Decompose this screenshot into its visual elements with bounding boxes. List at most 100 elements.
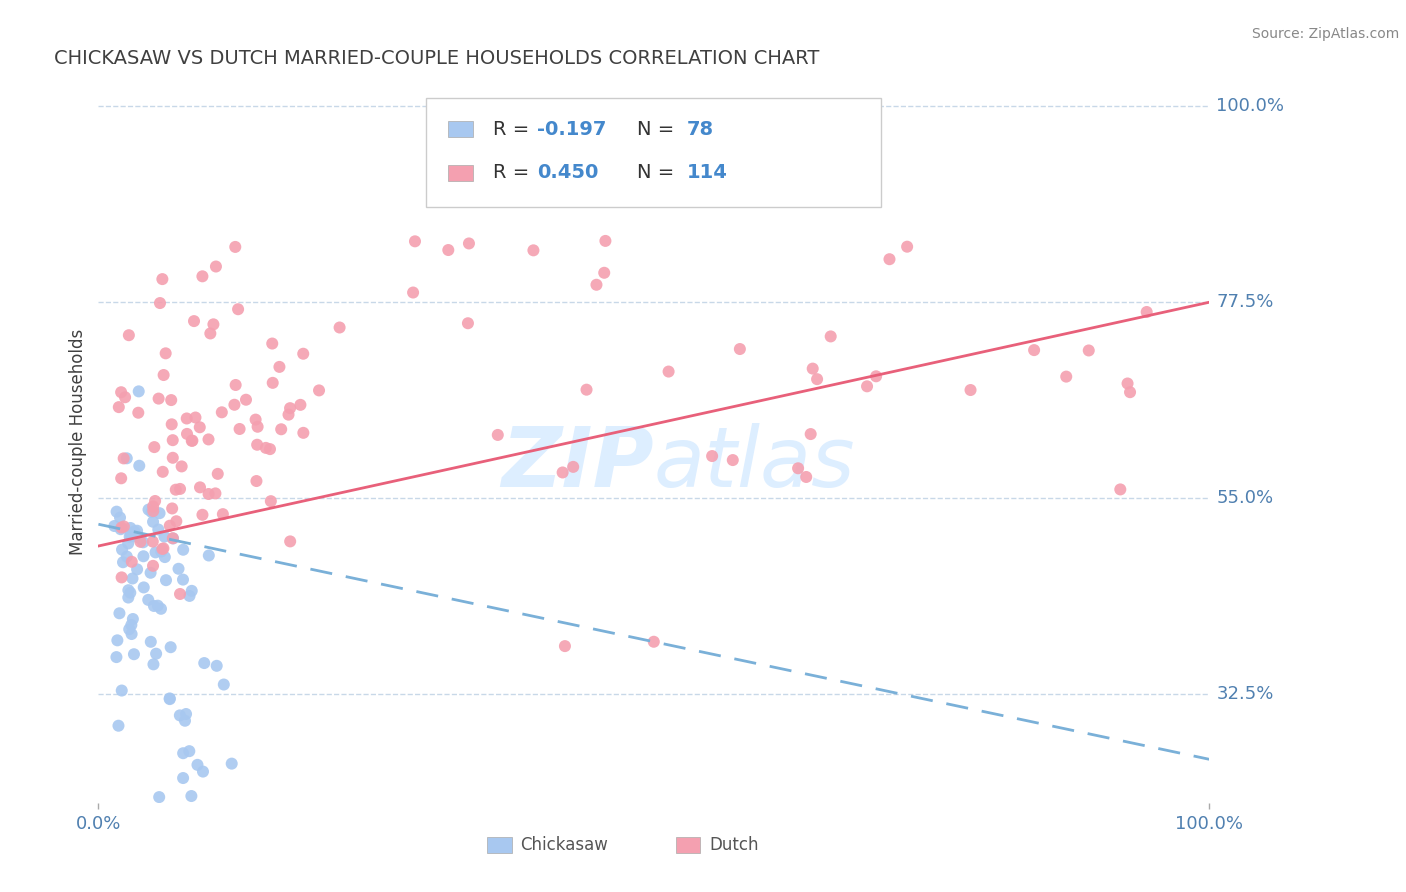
Point xyxy=(188,420,211,434)
Point xyxy=(165,514,187,528)
Point xyxy=(211,405,233,419)
Point xyxy=(110,520,132,534)
Point xyxy=(562,459,585,474)
Point xyxy=(179,744,201,758)
Point xyxy=(142,657,165,672)
Point xyxy=(585,277,607,292)
Point xyxy=(806,372,828,386)
Point xyxy=(125,530,148,544)
Point xyxy=(308,384,330,398)
Text: 100.0%: 100.0% xyxy=(1216,97,1284,115)
Point xyxy=(145,545,167,559)
Point xyxy=(142,500,165,514)
Point xyxy=(176,411,198,425)
Point xyxy=(155,346,177,360)
Point xyxy=(260,494,283,508)
Point xyxy=(132,549,155,564)
Point xyxy=(278,534,301,549)
Point xyxy=(142,515,165,529)
Point xyxy=(1077,343,1099,358)
Point xyxy=(143,494,166,508)
Point xyxy=(197,433,219,447)
Text: 32.5%: 32.5% xyxy=(1216,685,1274,703)
Point xyxy=(787,461,810,475)
Point xyxy=(117,583,139,598)
Point xyxy=(856,379,879,393)
Point xyxy=(159,640,181,655)
Point xyxy=(148,790,170,805)
Point xyxy=(162,531,184,545)
Point xyxy=(593,266,616,280)
Point xyxy=(437,243,460,257)
Point xyxy=(205,260,228,274)
Point xyxy=(186,757,208,772)
Point xyxy=(112,451,135,466)
Point xyxy=(159,692,181,706)
Point xyxy=(108,400,131,414)
Point xyxy=(110,385,132,400)
Text: 55.0%: 55.0% xyxy=(1216,489,1274,508)
Point xyxy=(262,376,284,390)
Point xyxy=(162,433,184,447)
Point xyxy=(180,434,202,448)
Point xyxy=(179,589,201,603)
Point xyxy=(105,505,128,519)
Point xyxy=(111,683,134,698)
Point xyxy=(643,634,665,648)
Point xyxy=(120,585,142,599)
Point xyxy=(191,508,214,522)
Point xyxy=(278,401,301,416)
Point xyxy=(184,410,207,425)
Point xyxy=(117,536,139,550)
Point xyxy=(148,523,170,537)
Point xyxy=(1116,376,1139,391)
Point xyxy=(152,465,174,479)
Point xyxy=(167,562,190,576)
Point xyxy=(700,449,723,463)
Point xyxy=(180,583,202,598)
Point xyxy=(458,236,481,251)
Point xyxy=(183,314,205,328)
Point xyxy=(207,467,229,481)
Point xyxy=(153,530,176,544)
Point xyxy=(212,507,235,521)
Point xyxy=(148,392,170,406)
Point xyxy=(122,612,145,626)
Point xyxy=(120,521,142,535)
Point xyxy=(254,441,277,455)
Point xyxy=(162,532,184,546)
Point xyxy=(820,329,842,343)
Point xyxy=(111,542,134,557)
Point xyxy=(103,519,125,533)
Point xyxy=(150,541,173,556)
Point xyxy=(277,408,299,422)
FancyBboxPatch shape xyxy=(676,838,700,854)
Point xyxy=(197,487,219,501)
Point xyxy=(1054,369,1077,384)
Point xyxy=(110,570,132,584)
Point xyxy=(269,359,291,374)
Point xyxy=(111,555,134,569)
Point xyxy=(174,714,197,728)
Point xyxy=(575,383,598,397)
Point xyxy=(117,591,139,605)
Point xyxy=(226,302,249,317)
Point xyxy=(142,599,165,613)
Point xyxy=(172,746,194,760)
Point xyxy=(145,647,167,661)
Point xyxy=(141,505,163,519)
Point xyxy=(142,558,165,573)
Point xyxy=(191,269,214,284)
Point xyxy=(155,573,177,587)
Point xyxy=(114,390,136,404)
Point xyxy=(112,519,135,533)
Point xyxy=(259,442,281,456)
Point xyxy=(105,633,128,648)
Point xyxy=(800,427,823,442)
Point xyxy=(246,438,269,452)
Point xyxy=(162,450,184,465)
Point xyxy=(212,677,235,691)
Point xyxy=(121,572,143,586)
FancyBboxPatch shape xyxy=(449,121,472,137)
Point xyxy=(165,483,187,497)
